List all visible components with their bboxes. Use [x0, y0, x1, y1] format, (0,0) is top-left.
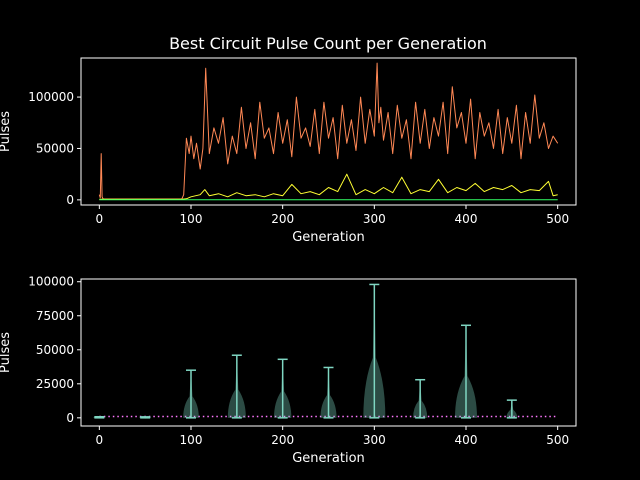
top-xtick-label: 500: [546, 212, 569, 226]
top-ytick-label: 50000: [36, 141, 74, 155]
top-ytick-label: 100000: [28, 90, 74, 104]
bottom-plot-frame: [80, 278, 577, 427]
bottom-ytick-label: 75000: [36, 309, 74, 323]
chart-title: Best Circuit Pulse Count per Generation: [169, 34, 487, 53]
bottom-xtick-label: 100: [180, 433, 203, 447]
bottom-xtick-label: 500: [546, 433, 569, 447]
top-xtick-label: 400: [455, 212, 478, 226]
bottom-xtick-label: 300: [363, 433, 386, 447]
bottom-xtick-label: 400: [455, 433, 478, 447]
top-xtick-label: 0: [96, 212, 104, 226]
top-y-axis-label: Pulses: [0, 111, 13, 152]
bottom-xtick-label: 0: [96, 433, 104, 447]
top-ytick-label: 0: [66, 193, 74, 207]
bottom-violin-chart: 0 100 200 300 400 500 0 25000 50000 75000 100000 Ge…: [0, 275, 577, 466]
bottom-x-axis-label: Generation: [292, 451, 365, 466]
top-plot-frame: [80, 57, 577, 206]
top-x-axis-label: Generation: [292, 230, 365, 245]
bottom-y-axis-label: Pulses: [0, 332, 13, 373]
top-xtick-label: 300: [363, 212, 386, 226]
series-line-0: [98, 62, 559, 200]
top-line-chart: 0 100 200 300 400 500 0 50000 100000 Generation Pu…: [0, 57, 577, 245]
top-xtick-label: 100: [180, 212, 203, 226]
bottom-ytick-label: 0: [66, 411, 74, 425]
top-xtick-label: 200: [271, 212, 294, 226]
bottom-ytick-label: 100000: [28, 275, 74, 289]
bottom-ytick-label: 25000: [36, 377, 74, 391]
bottom-ytick-label: 50000: [36, 343, 74, 357]
bottom-xtick-label: 200: [271, 433, 294, 447]
